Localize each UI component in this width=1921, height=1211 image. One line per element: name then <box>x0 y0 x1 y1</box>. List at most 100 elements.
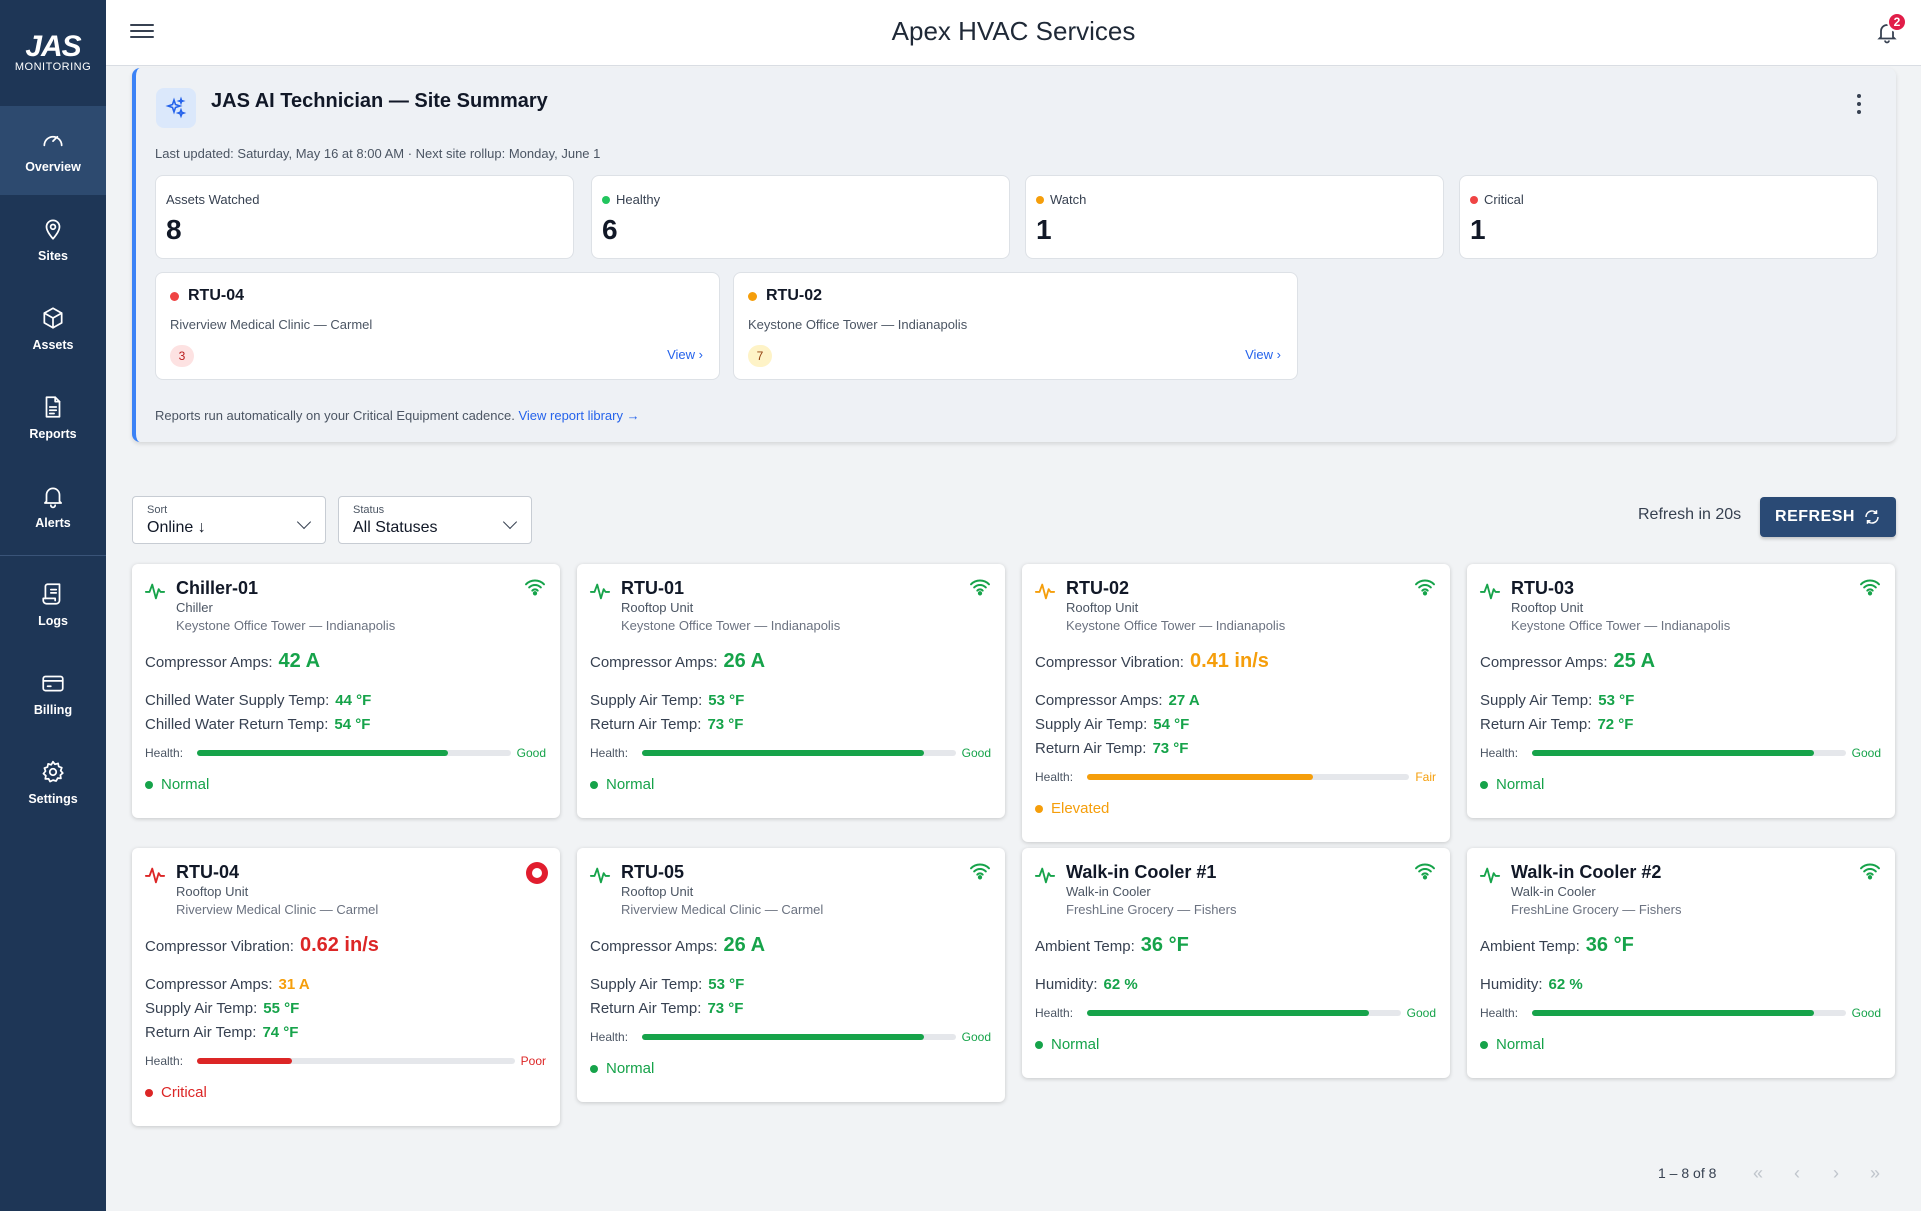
bell-icon <box>44 487 62 509</box>
metric-row: Compressor Amps: 31 A <box>145 976 310 993</box>
notifications-button[interactable]: 2 <box>1875 12 1907 44</box>
map-pin-icon <box>45 219 61 240</box>
gauge-icon <box>43 135 63 147</box>
metric-value: 73 °F <box>707 716 744 733</box>
metric-value: 62 % <box>1548 976 1583 993</box>
nav-alerts[interactable]: Alerts <box>0 462 106 551</box>
primary-label: Compressor Amps: <box>145 654 273 671</box>
nav-billing[interactable]: Billing <box>0 649 106 738</box>
asset-card[interactable]: RTU-02 Rooftop Unit Keystone Office Tower … <box>1022 564 1450 842</box>
nav-label: Reports <box>29 427 77 441</box>
asset-card[interactable]: RTU-03 Rooftop Unit Keystone Office Tower … <box>1467 564 1895 818</box>
nav-reports[interactable]: Reports <box>0 373 106 462</box>
previous-page-button[interactable]: ‹ <box>1794 1162 1800 1183</box>
more-options-icon[interactable] <box>1856 94 1862 114</box>
asset-site: Riverview Medical Clinic — Carmel <box>621 902 824 917</box>
status-label: Critical <box>161 1084 207 1101</box>
nav-label: Assets <box>32 338 74 352</box>
status-select[interactable]: Status All Statuses <box>338 496 532 544</box>
sort-select[interactable]: Sort Online ↓ <box>132 496 326 544</box>
asset-type: Rooftop Unit <box>1066 600 1139 615</box>
nav-divider <box>0 555 106 556</box>
metric-label: Supply Air Temp: <box>1035 716 1148 733</box>
asset-name: Walk-in Cooler #1 <box>1066 862 1217 882</box>
nav-label: Settings <box>28 792 78 806</box>
metric-value: 73 °F <box>707 1000 744 1017</box>
status-label: Normal <box>606 776 655 793</box>
health-fill <box>1087 1010 1370 1016</box>
nav-overview[interactable]: Overview <box>0 106 106 195</box>
logo-sub: MONITORING <box>14 60 92 73</box>
status-dot <box>145 1088 153 1097</box>
health-label: Health: <box>590 1030 629 1044</box>
metric-row: Humidity: 62 % <box>1480 976 1583 993</box>
first-page-button[interactable]: « <box>1752 1162 1763 1183</box>
wifi-icon <box>969 578 991 596</box>
asset-card[interactable]: RTU-04 Rooftop Unit Riverview Medical Clin… <box>132 848 560 1126</box>
asset-site: Keystone Office Tower — Indianapolis <box>176 618 396 633</box>
asset-site: Keystone Office Tower — Indianapolis <box>621 618 841 633</box>
last-page-button[interactable]: » <box>1869 1162 1880 1183</box>
health-track <box>1532 750 1846 756</box>
view-report-library-link[interactable]: View report library → <box>518 408 640 423</box>
alert-asset-name: RTU-04 <box>188 287 245 304</box>
pulse-icon <box>589 864 611 886</box>
stat-label: Critical <box>1484 192 1524 207</box>
asset-card[interactable]: RTU-01 Rooftop Unit Keystone Office Tower … <box>577 564 1005 818</box>
refresh-button[interactable]: REFRESH <box>1760 497 1896 537</box>
nav-settings[interactable]: Settings <box>0 738 106 827</box>
asset-card[interactable]: Chiller-01 Chiller Keystone Office Tower —… <box>132 564 560 818</box>
health-label: Health: <box>1480 1006 1519 1020</box>
status-indicator: Normal <box>590 1060 654 1077</box>
nav-label: Sites <box>38 249 68 263</box>
stat-watch: Watch 1 <box>1025 175 1444 259</box>
status-dot <box>170 291 179 301</box>
health-bar: Health: Good <box>145 746 546 760</box>
status-label: Normal <box>1496 1036 1545 1053</box>
asset-name: RTU-01 <box>621 578 685 598</box>
primary-value: 26 A <box>723 934 766 956</box>
metric-row: Return Air Temp: 73 °F <box>590 1000 743 1017</box>
asset-card[interactable]: Walk-in Cooler #2 Walk-in Cooler FreshLine… <box>1467 848 1895 1078</box>
alert-card-rtu-02[interactable]: RTU-02 Keystone Office Tower — Indianapo… <box>733 272 1298 380</box>
health-word: Good <box>1851 746 1881 760</box>
metric-label: Humidity: <box>1035 976 1098 993</box>
footer-text: Reports run automatically on your Critic… <box>155 408 515 423</box>
primary-value: 36 °F <box>1140 934 1189 956</box>
asset-card[interactable]: Walk-in Cooler #1 Walk-in Cooler FreshLine… <box>1022 848 1450 1078</box>
view-link[interactable]: View › <box>1245 347 1281 362</box>
nav-sites[interactable]: Sites <box>0 195 106 284</box>
metric-label: Humidity: <box>1480 976 1543 993</box>
metric-label: Return Air Temp: <box>590 716 702 733</box>
next-page-button[interactable]: › <box>1833 1162 1839 1183</box>
health-word: Good <box>1406 1006 1436 1020</box>
health-bar: Health: Poor <box>145 1054 546 1068</box>
primary-label: Ambient Temp: <box>1035 938 1135 955</box>
health-word: Fair <box>1415 770 1436 784</box>
health-label: Health: <box>1035 1006 1074 1020</box>
metric-value: 53 °F <box>708 692 745 709</box>
jas-logo[interactable]: JAS MONITORING <box>0 0 106 106</box>
asset-name: Walk-in Cooler #2 <box>1511 862 1662 882</box>
primary-value: 25 A <box>1613 650 1656 672</box>
alert-card-rtu-04[interactable]: RTU-04 Riverview Medical Clinic — Carmel… <box>155 272 720 380</box>
health-bar: Health: Good <box>590 746 991 760</box>
alert-site: Keystone Office Tower — Indianapolis <box>748 317 968 332</box>
metric-label: Supply Air Temp: <box>590 976 703 993</box>
view-link[interactable]: View › <box>667 347 703 362</box>
hamburger-menu-icon[interactable] <box>130 20 154 44</box>
metric-label: Supply Air Temp: <box>590 692 703 709</box>
metric-row: Return Air Temp: 73 °F <box>1035 740 1188 757</box>
nav-logs[interactable]: Logs <box>0 560 106 649</box>
status-dot <box>1480 780 1488 789</box>
primary-metric: Ambient Temp: 36 °F <box>1035 934 1189 957</box>
primary-label: Compressor Amps: <box>590 654 718 671</box>
asset-name: Chiller-01 <box>176 578 259 598</box>
gear-icon <box>42 760 64 783</box>
metric-label: Compressor Amps: <box>1035 692 1163 709</box>
stat-label: Watch <box>1050 192 1087 207</box>
nav-assets[interactable]: Assets <box>0 284 106 373</box>
asset-site: FreshLine Grocery — Fishers <box>1066 902 1237 917</box>
asset-card[interactable]: RTU-05 Rooftop Unit Riverview Medical Clin… <box>577 848 1005 1102</box>
asset-name: RTU-02 <box>1066 578 1130 598</box>
